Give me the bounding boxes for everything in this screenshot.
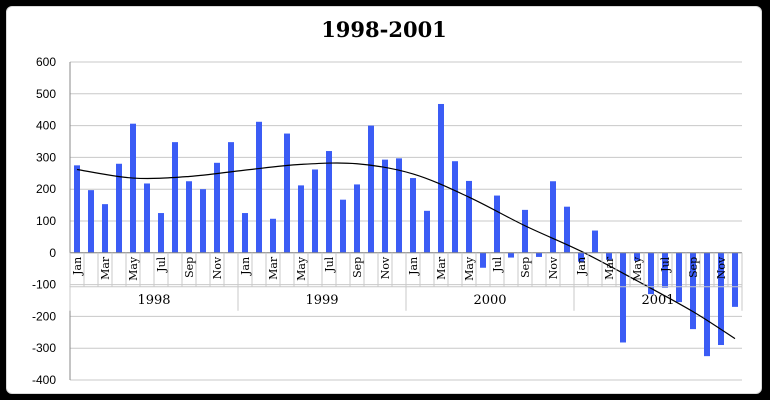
bar <box>326 151 332 253</box>
bar <box>228 142 234 253</box>
bar <box>158 213 164 253</box>
y-tick-label: 300 <box>36 150 56 164</box>
bar <box>410 178 416 253</box>
x-tick-label: Jan <box>407 257 420 276</box>
bar <box>452 161 458 253</box>
x-tick-label: Jan <box>575 257 588 276</box>
x-tick-label: Mar <box>435 256 448 280</box>
x-tick-label: May <box>631 256 644 281</box>
x-axis: Jan Mar May Jul Sep Nov 1998 Jan Mar May Jul Sep Nov… <box>69 252 743 311</box>
y-tick-label: 500 <box>36 87 56 101</box>
y-tick-label: -100 <box>32 278 56 292</box>
bar <box>200 189 206 253</box>
bar <box>312 169 318 253</box>
bar <box>648 252 654 295</box>
trendline <box>76 162 736 340</box>
bar <box>690 252 696 330</box>
x-tick-label: May <box>463 256 476 281</box>
bar <box>74 165 80 253</box>
y-tick-label: 0 <box>49 246 56 260</box>
bar <box>256 121 262 253</box>
bar <box>102 204 108 253</box>
year-label: 2001 <box>641 293 674 308</box>
year-label: 2000 <box>473 293 506 308</box>
x-tick-label: Jul <box>323 256 336 272</box>
y-tick-label: 400 <box>36 119 56 133</box>
y-axis-ticks: 600 500 400 300 200 100 0 -100 -200 -300 -400 <box>32 55 71 387</box>
x-tick-label: Sep <box>519 257 532 278</box>
bar <box>494 195 500 253</box>
bar <box>214 162 220 253</box>
bar <box>340 199 346 253</box>
bar <box>354 184 360 253</box>
x-tick-label: Jul <box>659 256 672 272</box>
y-tick-label: 600 <box>36 55 56 69</box>
x-tick-label: Jul <box>155 256 168 272</box>
bar <box>480 252 486 268</box>
bar <box>284 133 290 253</box>
bar <box>676 252 682 303</box>
bar <box>88 190 94 253</box>
bar <box>522 209 528 253</box>
bars <box>74 103 738 357</box>
bar <box>466 180 472 253</box>
x-tick-label: Sep <box>351 257 364 278</box>
bar <box>578 252 584 262</box>
gridlines <box>70 61 742 381</box>
x-tick-label: Nov <box>715 256 728 279</box>
x-tick-label: May <box>295 256 308 281</box>
bar <box>424 210 430 253</box>
y-tick-label: -200 <box>32 309 56 323</box>
bar <box>396 158 402 253</box>
bar <box>508 252 514 258</box>
x-tick-label: Mar <box>603 256 616 280</box>
y-tick-label: 200 <box>36 182 56 196</box>
year-label: 1999 <box>305 293 338 308</box>
x-tick-label: Mar <box>267 256 280 280</box>
bar <box>368 125 374 253</box>
bar <box>564 206 570 253</box>
bar <box>298 185 304 253</box>
bar <box>634 252 640 261</box>
x-tick-label: Nov <box>547 256 560 279</box>
bar <box>550 181 556 253</box>
bar <box>606 252 612 260</box>
bar <box>270 218 276 253</box>
y-tick-label: -300 <box>32 341 56 355</box>
bar <box>536 252 542 257</box>
bar <box>732 252 738 307</box>
bar <box>592 230 598 253</box>
bar <box>620 252 626 343</box>
bar <box>172 142 178 253</box>
y-tick-label: 100 <box>36 214 56 228</box>
x-tick-label: Jul <box>491 256 504 272</box>
trendline-curve <box>76 162 736 340</box>
x-tick-label: May <box>127 256 140 281</box>
bar <box>704 252 710 357</box>
x-tick-label: Jan <box>71 257 84 276</box>
bar <box>242 213 248 253</box>
bar <box>718 252 724 346</box>
bar <box>144 183 150 253</box>
year-label: 1998 <box>137 293 170 308</box>
y-tick-label: -400 <box>32 373 56 387</box>
x-tick-label: Sep <box>687 257 700 278</box>
x-tick-label: Nov <box>211 256 224 279</box>
x-tick-label: Mar <box>99 256 112 280</box>
x-tick-label: Jan <box>239 257 252 276</box>
bar <box>130 123 136 253</box>
bar <box>186 181 192 253</box>
bar <box>662 252 668 288</box>
x-tick-label: Nov <box>379 256 392 279</box>
bar <box>382 159 388 253</box>
x-tick-label: Sep <box>183 257 196 278</box>
bar <box>438 103 444 253</box>
chart-title: 1998-2001 <box>321 17 447 42</box>
bar <box>116 163 122 253</box>
